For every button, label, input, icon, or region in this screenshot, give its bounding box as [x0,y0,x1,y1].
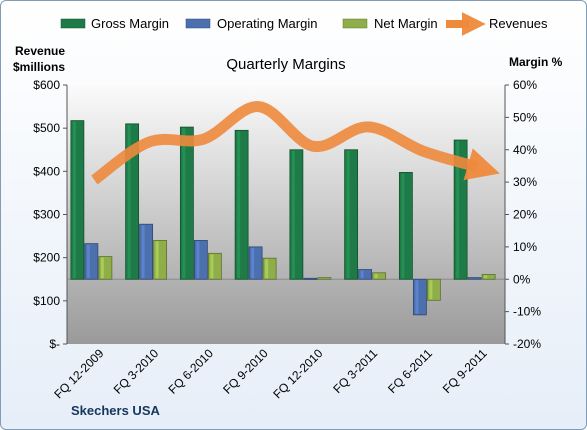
bar-gross-margin [398,172,413,280]
bar-operating-margin [193,239,208,280]
right-tick-label: 40% [513,143,537,157]
bar-highlight [251,247,255,279]
bar-highlight [155,241,159,279]
bar-highlight [127,124,131,279]
bar-highlight [100,257,104,279]
bar-gross-margin [234,129,249,280]
bar-net-margin [98,256,113,280]
x-tick-label: FQ 6-2010 [166,346,217,397]
bar-net-margin [372,272,387,280]
bar-highlight [401,173,405,279]
right-tick-label: -10% [513,305,541,319]
legend-item-gross-margin: Gross Margin [60,16,169,31]
legend-swatch-operating-margin [185,18,211,29]
bar-operating-margin [467,277,482,280]
bar-operating-margin [412,278,427,316]
bar-highlight [72,121,76,279]
right-axis-label: Margin % [509,55,563,69]
bar-operating-margin [139,223,154,280]
x-tick-label: FQ 12-2009 [51,346,106,401]
bar-operating-margin [84,243,99,280]
chart-title: Quarterly Margins [226,56,345,73]
left-tick-label: $100 [33,294,60,308]
bar-gross-margin [179,126,194,280]
left-tick-label: $200 [33,251,60,265]
left-axis-label-line2: $millions [13,60,65,74]
bar-gross-margin [70,120,85,280]
bar-highlight [141,225,145,279]
left-tick-label: $600 [33,78,60,92]
bar-net-margin [317,277,332,280]
left-tick-label: $- [49,337,60,351]
legend-label-operating-margin: Operating Margin [217,16,317,31]
legend-swatch-gross-margin [60,18,86,29]
bar-highlight [346,150,350,279]
bar-series [67,120,505,316]
right-tick-label: 30% [513,175,537,189]
bar-highlight [456,141,460,279]
bar-net-margin [262,257,277,280]
x-tick-label: FQ 3-2011 [330,346,380,396]
bar-highlight [210,254,214,279]
company-name: Skechers USA [71,403,160,418]
bar-net-margin [481,273,496,280]
left-axis-label-line1: Revenue [15,44,65,58]
right-tick-label: 0% [513,272,531,286]
bar-operating-margin [248,246,263,280]
bar-highlight [429,280,433,300]
legend-item-revenues: Revenues [446,12,548,36]
left-tick-label: $500 [33,121,60,135]
right-tick-label: 20% [513,208,537,222]
bar-net-margin [153,239,168,280]
bar-highlight [484,275,488,279]
revenue-line [91,101,500,185]
right-tick-label: -20% [513,337,541,351]
bar-highlight [182,128,186,279]
bar-highlight [86,244,90,279]
bar-highlight [265,259,269,279]
bar-net-margin [426,278,441,301]
legend-item-operating-margin: Operating Margin [185,16,317,31]
legend-label-net-margin: Net Margin [374,16,438,31]
bar-highlight [360,270,364,279]
bar-highlight [291,150,295,279]
legend-label-gross-margin: Gross Margin [91,16,169,31]
right-tick-label: 60% [513,78,537,92]
legend: Gross Margin Operating Margin Net Margin… [60,12,548,36]
right-tick-label: 50% [513,110,537,124]
bar-gross-margin [289,149,304,280]
left-tick-label: $400 [33,164,60,178]
revenue-series [91,101,500,185]
bar-highlight [196,241,200,279]
legend-item-net-margin: Net Margin [342,16,438,31]
bar-highlight [374,273,378,279]
left-tick-label: $300 [33,208,60,222]
bar-net-margin [207,252,222,280]
right-tick-label: 10% [513,240,537,254]
legend-label-revenues: Revenues [489,16,548,31]
x-tick-label: FQ 3-2010 [111,346,162,397]
left-axis: $- $100 $200 $300 $400 $500 $600 [33,78,68,351]
bar-highlight [415,280,419,314]
x-tick-label: FQ 12-2010 [270,346,325,401]
x-tick-label: FQ 9-2011 [440,346,490,396]
legend-swatch-net-margin [342,18,368,29]
bar-operating-margin [303,277,318,280]
bar-operating-margin [358,269,373,280]
bar-gross-margin [344,149,359,280]
right-axis: -20% -10% 0% 10% 20% 30% 40% 50% 60% [504,78,541,351]
bar-highlight [237,131,241,279]
x-tick-label: FQ 6-2011 [385,346,435,396]
x-axis: FQ 12-2009 FQ 3-2010 FQ 6-2010 FQ 9-2010 FQ … [51,346,490,401]
x-tick-label: FQ 9-2010 [220,346,271,397]
